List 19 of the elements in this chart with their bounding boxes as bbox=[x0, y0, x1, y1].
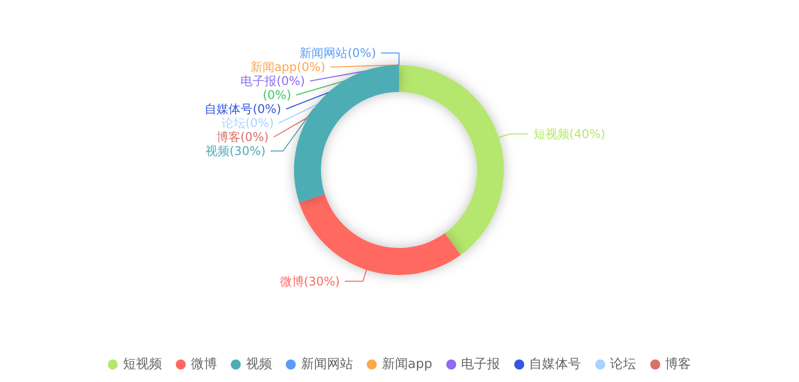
category-label: 短视频(40%) bbox=[533, 126, 606, 141]
legend-label: 电子报 bbox=[461, 357, 500, 372]
legend-label: 新闻app bbox=[382, 357, 432, 372]
category-label: 博客(0%) bbox=[216, 130, 269, 144]
legend-label: 博客 bbox=[665, 356, 692, 372]
legend-label: 视频 bbox=[246, 357, 272, 372]
category-label: 新闻网站(0%) bbox=[300, 46, 376, 60]
legend-label: 微博 bbox=[190, 357, 217, 372]
category-label: 新闻app(0%) bbox=[250, 60, 326, 74]
legend-label: 论坛 bbox=[610, 357, 636, 372]
legend-label: 自媒体号 bbox=[529, 357, 582, 372]
category-label: 论坛(0%) bbox=[221, 116, 274, 130]
category-label: 电子报(0%) bbox=[240, 74, 305, 88]
legend-label: 新闻网站 bbox=[300, 357, 353, 372]
category-label: 视频(30%) bbox=[206, 144, 266, 158]
category-label: 自媒体号(0%) bbox=[204, 102, 282, 116]
category-label: 微博(30%) bbox=[280, 274, 340, 288]
text: (0%) bbox=[262, 88, 292, 102]
legend-label: 短视频 bbox=[122, 357, 162, 372]
